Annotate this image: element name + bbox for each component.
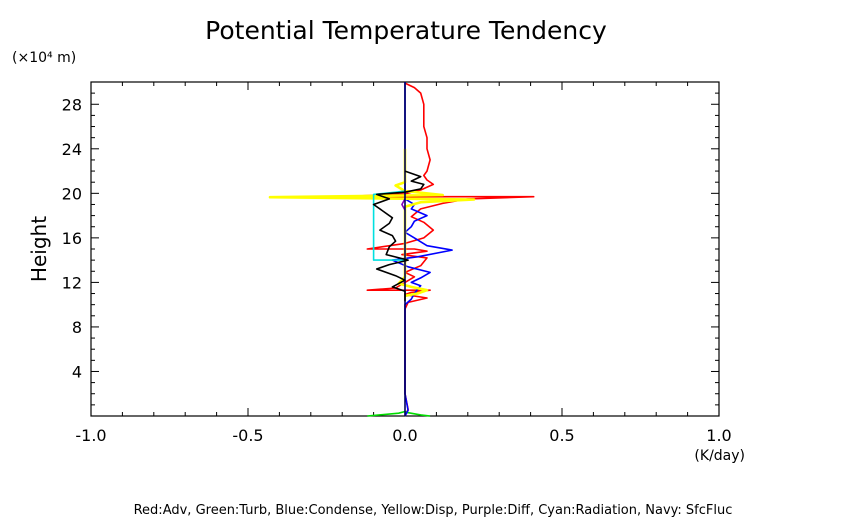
x-tick-labels: -1.0 -0.5 0.0 0.5 1.0	[75, 426, 731, 445]
y-tick-labels: 4 8 12 16 20 24 28	[62, 95, 82, 381]
y-tick-label: 8	[72, 318, 82, 337]
series-group	[268, 82, 535, 417]
y-tick-label: 28	[62, 95, 82, 114]
y-axis-label: Height	[27, 216, 51, 282]
series-line	[401, 198, 406, 211]
y-tick-label: 12	[62, 273, 82, 292]
x-tick-label: 0.5	[549, 426, 574, 445]
x-tick-label: 0.0	[392, 426, 417, 445]
series-line	[367, 410, 431, 417]
x-tick-label: -1.0	[75, 426, 106, 445]
x-axis-unit: (K/day)	[694, 448, 745, 464]
y-tick-label: 24	[62, 140, 82, 159]
x-tick-label: -0.5	[232, 426, 263, 445]
y-tick-label: 4	[72, 362, 82, 381]
legend-text: Red:Adv, Green:Turb, Blue:Condense, Yell…	[134, 503, 733, 518]
y-tick-label: 16	[62, 229, 82, 248]
y-tick-label: 20	[62, 184, 82, 203]
chart-title: Potential Temperature Tendency	[205, 16, 607, 45]
y-axis-unit: (×10⁴ m)	[12, 50, 76, 66]
series-line	[341, 82, 535, 417]
x-tick-label: 1.0	[706, 426, 731, 445]
series-line	[372, 170, 425, 302]
series-line	[268, 148, 476, 298]
